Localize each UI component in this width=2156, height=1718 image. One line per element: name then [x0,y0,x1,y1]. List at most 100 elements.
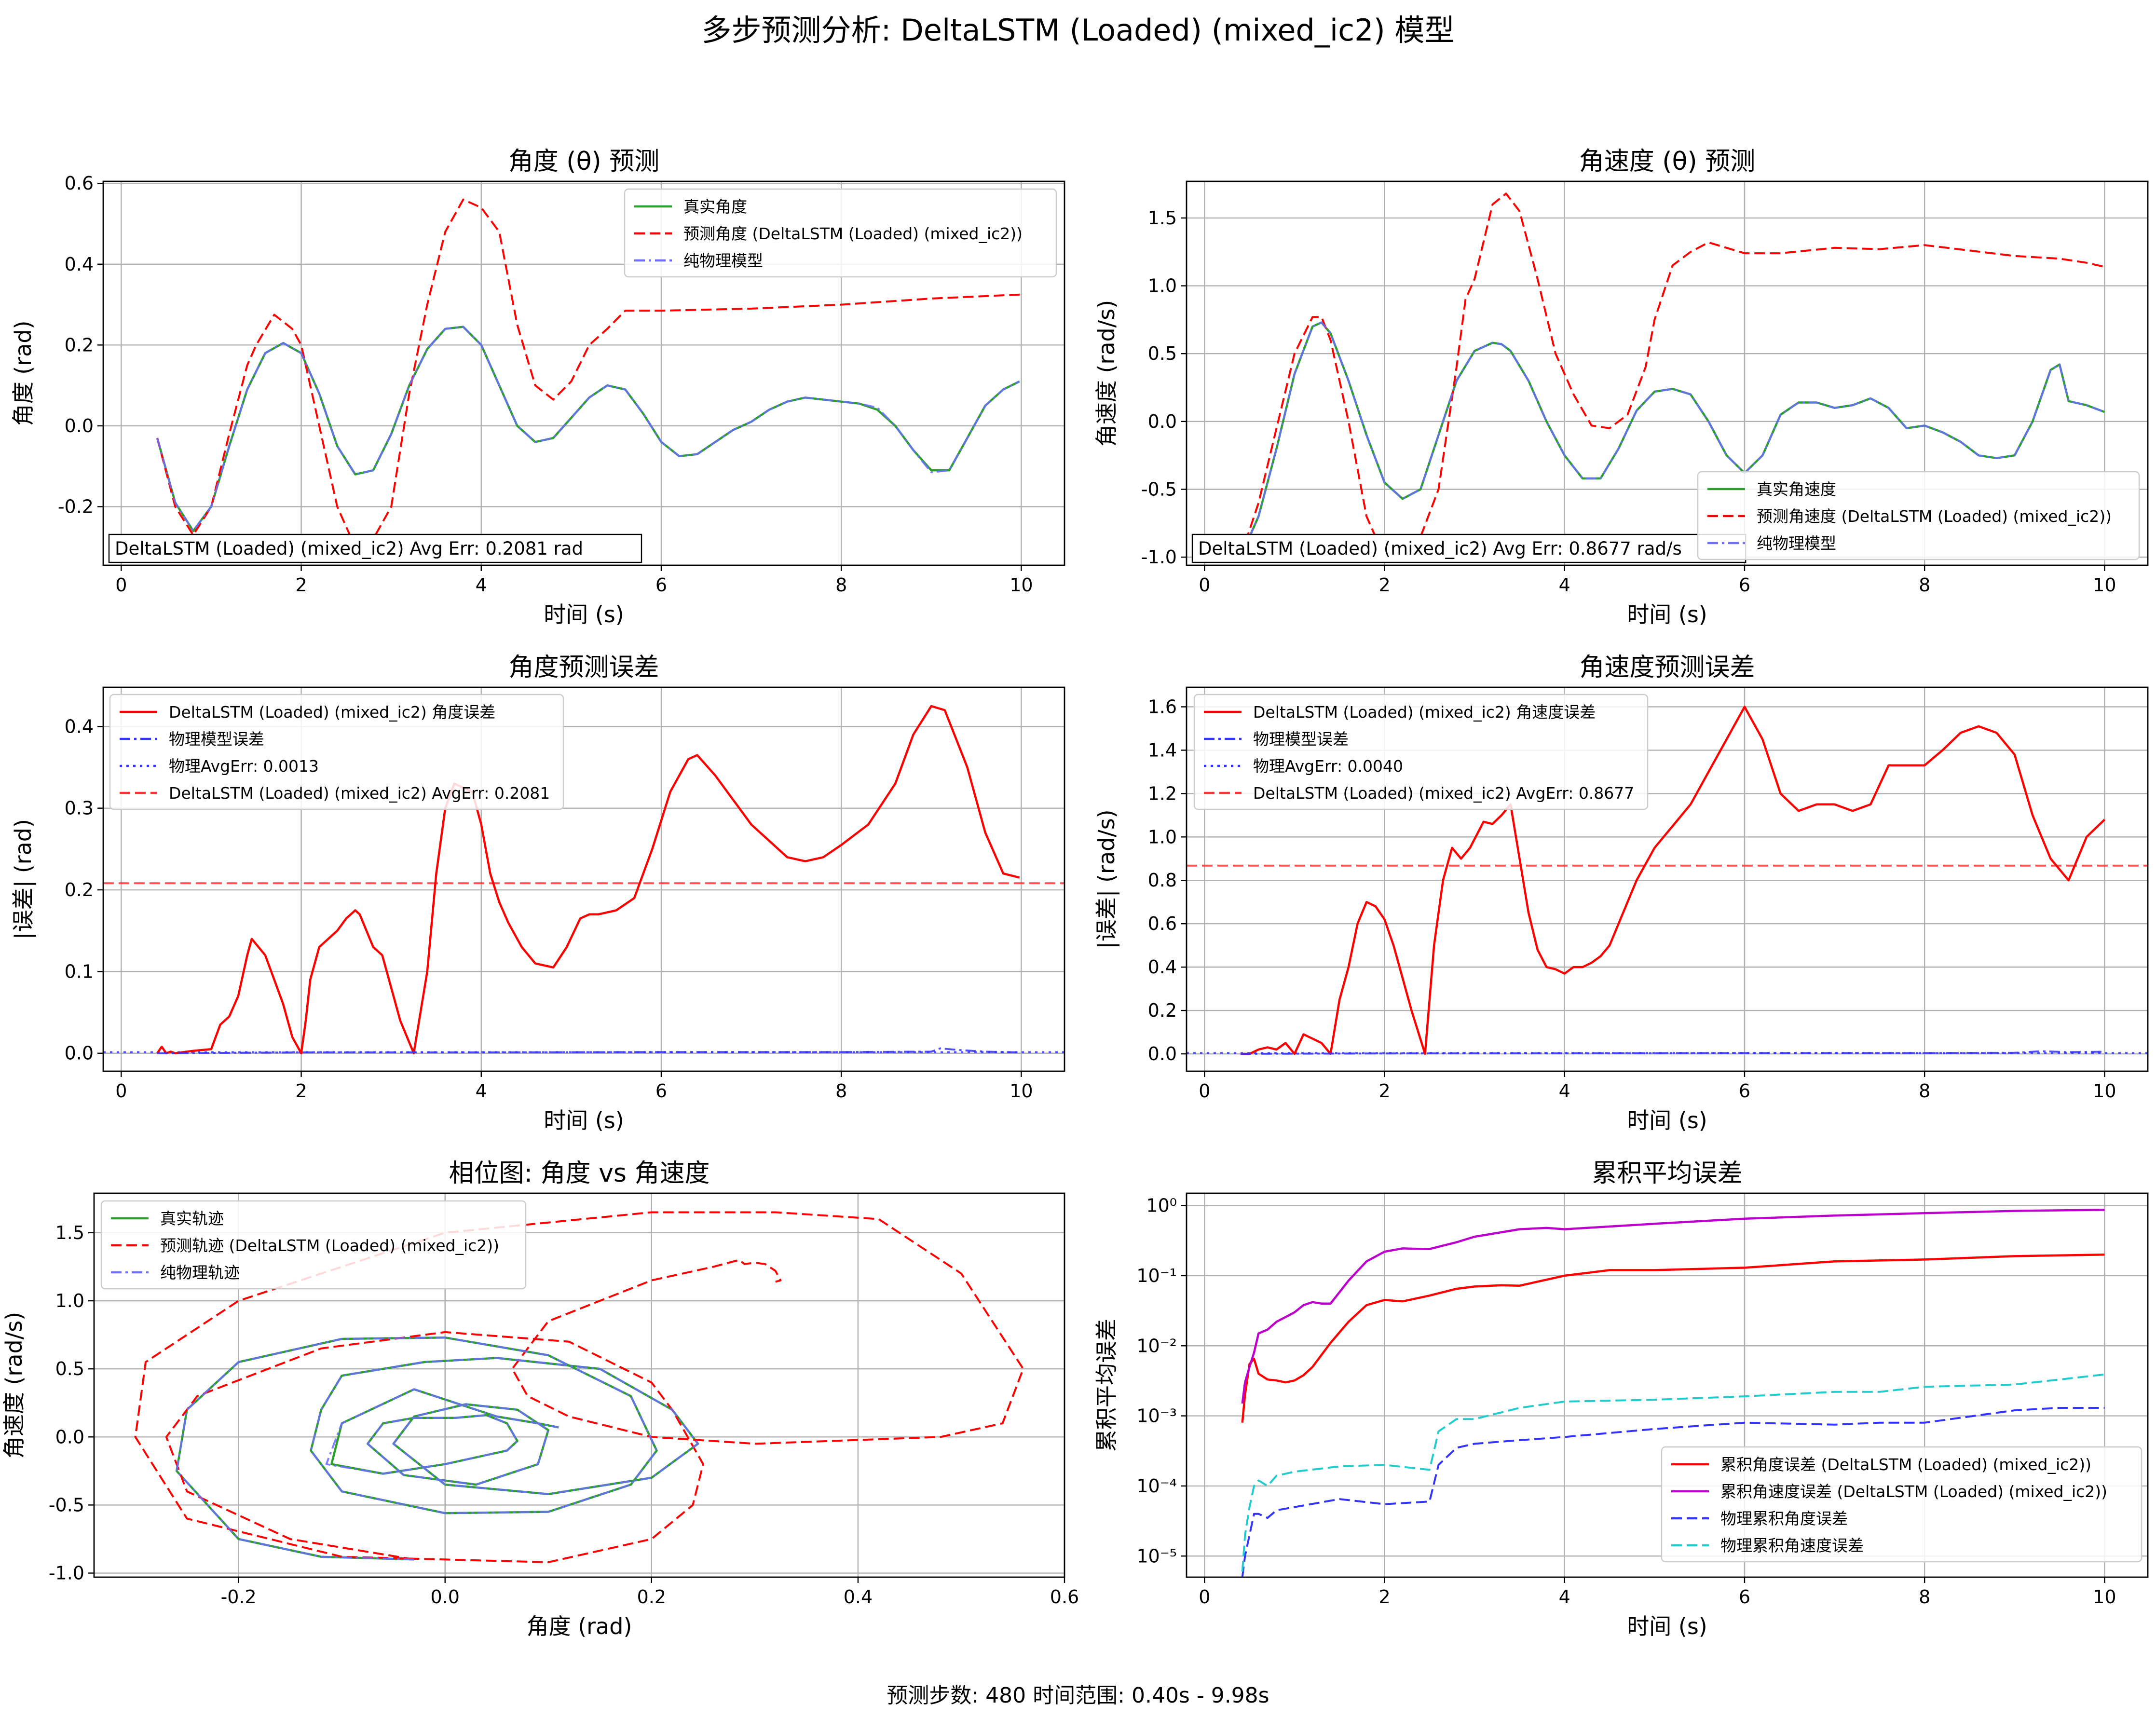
legend: 累积角度误差 (DeltaLSTM (Loaded) (mixed_ic2)) 累… [1661,1446,2142,1563]
x-tick-label: 10 [2093,1586,2116,1608]
x-tick-label: 0.2 [637,1586,666,1608]
plot-area [134,1211,1024,1563]
x-tick-label: 8 [1919,1080,1930,1102]
legend-label: 物理AvgErr: 0.0040 [1253,757,1403,776]
legend: DeltaLSTM (Loaded) (mixed_ic2) 角速度误差物理模型… [1193,694,1649,810]
x-axis-label: 时间 (s) [1627,1613,1707,1639]
x-tick-label: 6 [1739,1586,1750,1608]
y-tick-label: 10⁻⁵ [1136,1545,1177,1567]
series-line [1241,1253,2105,1423]
y-tick-label: -1.0 [49,1563,84,1584]
axes-frame [1186,1192,2149,1578]
x-tick-label: 2 [295,1080,307,1102]
annotation-box [108,533,642,563]
y-tick-label: 0.4 [1148,956,1177,978]
x-tick-label: 4 [476,574,487,596]
chart-velocity: 0 2 4 6 8 10 -1.0 -0.5 0.0 0.5 1.0 1.5 角速度 (θ) 预测时间 … [1093,147,2149,627]
series-line [1241,706,2105,1055]
x-tick-label: 0 [115,1080,127,1102]
plot-area [1239,192,2105,559]
grid [1187,181,2148,565]
legend-label: 真实角速度 [1757,480,1836,499]
legend-label: 预测角度 (DeltaLSTM (Loaded) (mixed_ic2)) [683,224,1023,243]
legend-box [1661,1446,2142,1563]
y-tick-label: 1.2 [1148,783,1177,804]
x-tick-label: 6 [655,574,667,596]
x-tick-label: 2 [295,574,307,596]
chart-phase: -0.2 0.0 0.2 0.4 0.6 -1.0 -0.5 0.0 0.5 1.0 1.5 相位图:… [1,1159,1079,1639]
avg-error-annotation: DeltaLSTM (Loaded) (mixed_ic2) Avg Err: … [1191,533,1747,563]
figure-title: 多步预测分析: DeltaLSTM (Loaded) (mixed_ic2) 模… [701,13,1454,48]
y-axis-label: |误差| (rad/s) [1093,809,1120,949]
legend-label: 累积角度误差 (DeltaLSTM (Loaded) (mixed_ic2)) [1720,1455,2091,1474]
legend-label: DeltaLSTM (Loaded) (mixed_ic2) 角速度误差 [1253,703,1596,722]
series-line [156,326,1020,532]
y-axis-label: 角速度 (rad/s) [1093,300,1119,447]
x-tick-label: 0.0 [431,1586,460,1608]
axes-frame [93,1192,1065,1578]
x-tick-label: 2 [1378,1080,1390,1102]
y-axis-label: 角度 (rad) [10,321,36,426]
y-tick-label: 1.5 [1148,207,1177,229]
series-line [176,1336,699,1561]
chart-title: 角速度预测误差 [1579,653,1755,682]
legend-label: 预测轨迹 (DeltaLSTM (Loaded) (mixed_ic2)) [160,1236,499,1255]
x-tick-label: 10 [2093,1080,2116,1102]
series-line [1241,1407,2105,1577]
legend-label: 物理累积角速度误差 [1720,1536,1864,1555]
x-tick-label: 6 [655,1080,667,1102]
y-tick-label: -0.2 [58,496,94,518]
y-tick-label: 10⁻³ [1136,1405,1177,1427]
x-tick-label: -0.2 [221,1586,257,1608]
annotation-box [1191,533,1747,563]
x-tick-label: 6 [1739,574,1750,596]
x-tick-label: 10 [2093,574,2116,596]
axes-frame [102,180,1065,566]
series-line [1241,1373,2105,1572]
chart-velocity-error: 0 2 4 6 8 10 0.0 0.2 0.4 0.6 0.8 1.0 1.2 1.4 1.6 角速度预测误… [1093,653,2149,1133]
legend-label: DeltaLSTM (Loaded) (mixed_ic2) AvgErr: 0… [169,784,550,803]
series-line [1240,192,2105,559]
x-tick-label: 0.4 [844,1586,873,1608]
legend-label: DeltaLSTM (Loaded) (mixed_ic2) 角度误差 [169,703,495,722]
y-tick-label: -1.0 [1141,546,1177,568]
legend-label: 物理模型误差 [169,730,264,749]
x-tick-label: 8 [1919,1586,1930,1608]
x-tick-label: 4 [1559,1080,1570,1102]
x-tick-label: 10 [1010,1080,1033,1102]
legend-box [1193,694,1649,810]
x-tick-label: 2 [1378,1586,1390,1608]
x-tick-label: 0 [1199,1080,1210,1102]
y-tick-label: -0.5 [1141,478,1177,500]
y-tick-label: 1.5 [55,1222,84,1243]
y-tick-label: 1.0 [1148,826,1177,847]
x-tick-label: 10 [1010,574,1033,596]
x-tick-label: 4 [476,1080,487,1102]
avg-error-annotation: DeltaLSTM (Loaded) (mixed_ic2) Avg Err: … [108,533,642,563]
axes-frame [1186,180,2149,566]
x-tick-label: 0 [1199,1586,1210,1608]
series-line [157,1047,1020,1054]
legend-label: 纯物理模型 [683,251,763,270]
legend-box [109,694,564,810]
series-line [175,1336,699,1561]
y-tick-label: 0.6 [1148,913,1177,934]
y-tick-label: 0.0 [55,1426,84,1447]
legend-label: 累积角速度误差 (DeltaLSTM (Loaded) (mixed_ic2)) [1720,1482,2107,1501]
y-tick-label: 0.1 [65,961,94,982]
legend-label: 纯物理轨迹 [160,1263,240,1282]
legend-label: 物理AvgErr: 0.0013 [169,757,319,776]
y-axis-label: 角速度 (rad/s) [1,1312,27,1459]
y-tick-label: 1.0 [1148,275,1177,297]
legend-box [100,1200,527,1290]
legend-label: DeltaLSTM (Loaded) (mixed_ic2) AvgErr: 0… [1253,784,1634,803]
series-line [1240,1050,2105,1055]
y-tick-label: 0.8 [1148,870,1177,891]
y-tick-label: 1.4 [1148,739,1177,761]
y-tick-label: -0.5 [49,1494,84,1515]
